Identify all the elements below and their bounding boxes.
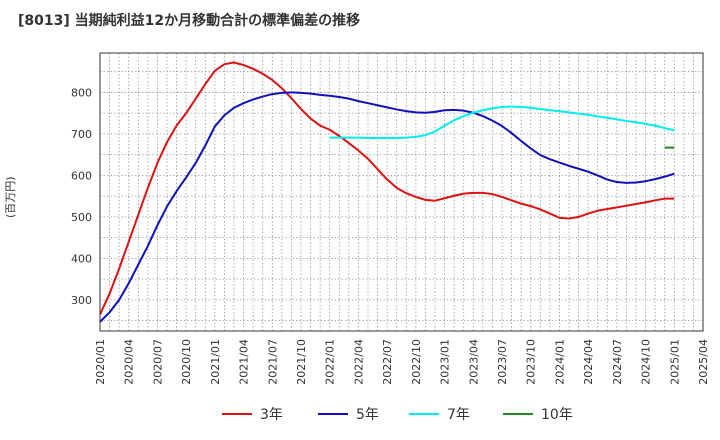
x-tick-label: 2023/10 <box>525 339 538 385</box>
x-tick-labels: 2020/01 2020/04 2020/07 2020/10 2021/01 2021/… <box>94 339 710 385</box>
legend: 3年 5年 7年 10年 <box>0 402 720 426</box>
legend-swatch <box>503 413 533 415</box>
y-tick-label: 500 <box>71 211 92 224</box>
x-tick-label: 2024/04 <box>582 339 595 385</box>
plot-area <box>100 53 703 331</box>
y-tick-label: 700 <box>71 128 92 141</box>
x-tick-label: 2022/07 <box>381 339 394 385</box>
grid-lines <box>100 53 703 331</box>
series-line-5年 <box>99 91 675 323</box>
y-tick-label: 300 <box>71 294 92 307</box>
y-tick-label: 600 <box>71 169 92 182</box>
x-tick-label: 2021/10 <box>295 339 308 385</box>
x-tick-label: 2022/01 <box>324 339 337 385</box>
chart-title: [8013] 当期純利益12か月移動合計の標準偏差の推移 <box>18 13 361 29</box>
x-tick-label: 2020/04 <box>123 339 136 385</box>
y-tick-labels: 300 400 500 600 700 800 <box>71 86 92 306</box>
series-lines <box>99 61 675 323</box>
legend-swatch <box>222 413 252 415</box>
x-tick-label: 2020/07 <box>151 339 164 385</box>
plot-frame <box>99 52 704 332</box>
series-line-3年 <box>99 61 675 315</box>
x-tick-label: 2020/10 <box>180 339 193 385</box>
y-tick-label: 800 <box>71 86 92 99</box>
x-tick-label: 2021/04 <box>238 339 251 385</box>
x-tick-label: 2025/04 <box>697 339 710 385</box>
legend-label: 10年 <box>541 407 573 423</box>
x-tick-label: 2023/07 <box>496 339 509 385</box>
y-tick-label: 400 <box>71 252 92 265</box>
legend-item: 5年 <box>318 402 379 426</box>
x-tick-label: 2021/07 <box>266 339 279 385</box>
x-tick-label: 2024/01 <box>553 339 566 385</box>
x-tick-label: 2022/10 <box>410 339 423 385</box>
x-tick-label: 2021/01 <box>209 339 222 385</box>
x-tick-label: 2024/07 <box>611 339 624 385</box>
x-tick-label: 2022/04 <box>352 339 365 385</box>
legend-item: 10年 <box>503 402 573 426</box>
x-tick-label: 2023/01 <box>439 339 452 385</box>
legend-item: 7年 <box>409 402 470 426</box>
x-tick-label: 2023/04 <box>467 339 480 385</box>
legend-label: 7年 <box>447 407 470 423</box>
legend-swatch <box>409 413 439 415</box>
line-chart: 300 400 500 600 700 800 2020/01 2020/04 2020/07… <box>71 52 710 385</box>
legend-item: 3年 <box>222 402 283 426</box>
x-tick-label: 2024/10 <box>640 339 653 385</box>
x-tick-label: 2020/01 <box>94 339 107 385</box>
x-tick-label: 2025/01 <box>668 339 681 385</box>
legend-swatch <box>318 413 348 415</box>
legend-label: 3年 <box>260 407 283 423</box>
legend-label: 5年 <box>356 407 379 423</box>
series-line-7年 <box>329 105 675 140</box>
